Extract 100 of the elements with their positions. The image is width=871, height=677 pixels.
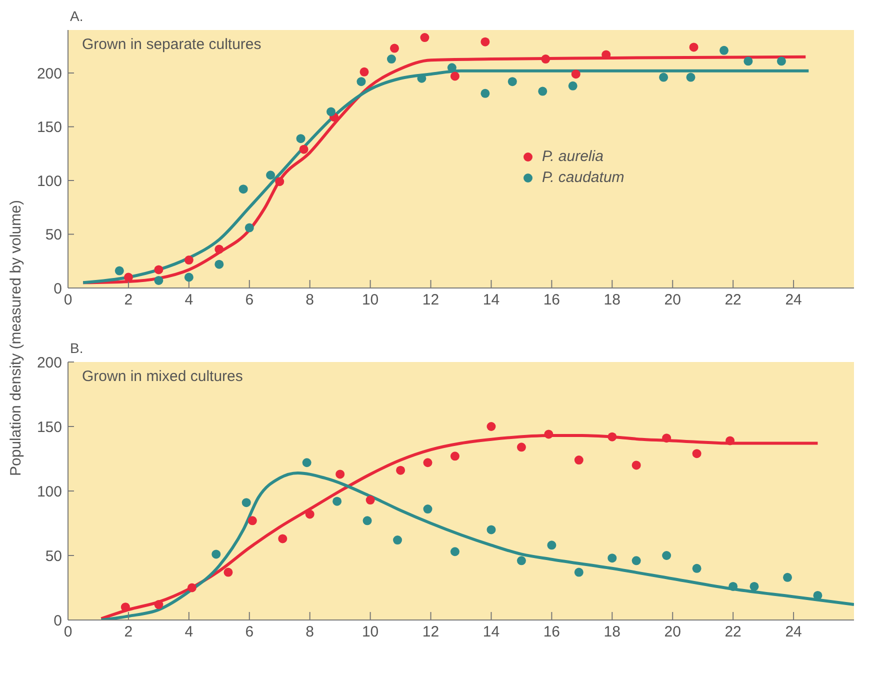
x-tick-label: 16: [543, 624, 560, 641]
x-tick-label: 6: [245, 624, 254, 641]
point: [423, 504, 432, 514]
y-tick-label: 0: [54, 280, 62, 298]
point: [302, 458, 312, 468]
point: [360, 67, 369, 76]
point: [275, 177, 284, 186]
point: [450, 452, 460, 461]
point: [632, 556, 641, 566]
x-tick-label: 12: [422, 292, 440, 309]
y-tick-label: 200: [36, 65, 62, 82]
y-tick-label: 150: [36, 418, 62, 436]
point: [187, 583, 196, 592]
chart-title: B.: [70, 340, 84, 356]
point: [386, 54, 396, 64]
y-tick-label: 100: [36, 172, 62, 190]
point: [396, 466, 406, 475]
point: [726, 436, 735, 446]
x-tick-label: 14: [482, 292, 500, 309]
point: [212, 550, 221, 559]
point: [750, 582, 759, 591]
point: [362, 516, 372, 526]
point: [184, 272, 194, 282]
y-tick-label: 50: [45, 548, 62, 565]
x-tick-label: 4: [184, 292, 194, 309]
point: [480, 37, 490, 46]
point: [659, 72, 668, 82]
point: [296, 134, 306, 144]
point: [390, 44, 399, 53]
point: [299, 144, 308, 154]
point: [266, 170, 276, 180]
point: [692, 564, 702, 573]
annotation: Grown in separate cultures: [82, 36, 262, 53]
point: [244, 223, 254, 232]
point: [568, 81, 578, 90]
point: [813, 590, 822, 600]
y-tick-label: 100: [36, 483, 62, 500]
point: [692, 449, 702, 458]
point: [393, 536, 402, 545]
point: [486, 422, 496, 431]
chart-title: A.: [70, 8, 84, 24]
annotation: Grown in mixed cultures: [82, 368, 243, 385]
x-tick-label: 8: [306, 624, 314, 641]
y-tick-label: 200: [36, 354, 62, 372]
point: [224, 568, 233, 577]
point: [516, 442, 526, 452]
point: [450, 547, 460, 556]
point: [662, 551, 672, 560]
point: [332, 496, 342, 506]
point: [689, 42, 698, 52]
point: [538, 86, 548, 96]
point: [686, 72, 696, 82]
point: [508, 77, 517, 86]
point: [248, 516, 257, 526]
point: [154, 276, 164, 285]
point: [662, 434, 672, 443]
point: [154, 265, 164, 274]
point: [574, 568, 584, 577]
y-tick-label: 0: [54, 612, 62, 630]
point: [608, 432, 617, 442]
x-tick-label: 18: [604, 624, 620, 641]
legend-label: P. caudatum: [542, 169, 624, 186]
x-tick-label: 22: [724, 292, 742, 309]
x-tick-label: 24: [785, 292, 802, 309]
point: [744, 56, 753, 66]
y-tick-label: 50: [45, 226, 62, 244]
x-tick-label: 12: [422, 624, 440, 641]
y-axis-title: Population density (measured by volume): [8, 200, 24, 476]
point: [541, 54, 550, 64]
x-tick-label: 20: [664, 292, 681, 309]
point: [423, 458, 432, 468]
point: [544, 430, 554, 439]
point: [278, 534, 288, 544]
point: [720, 46, 729, 55]
x-tick-label: 6: [245, 292, 254, 309]
point: [782, 572, 792, 582]
point: [214, 260, 224, 269]
point: [356, 77, 366, 86]
y-tick-label: 150: [36, 119, 62, 136]
x-tick-label: 16: [543, 292, 560, 309]
point: [124, 272, 133, 282]
x-tick-label: 10: [362, 624, 379, 641]
point: [486, 525, 496, 534]
point: [632, 460, 641, 470]
point: [547, 540, 556, 550]
point: [336, 470, 345, 479]
x-tick-label: 18: [604, 292, 620, 309]
point: [366, 496, 375, 505]
x-tick-label: 8: [306, 292, 314, 309]
point: [305, 510, 314, 519]
point: [154, 600, 164, 610]
x-tick-label: 4: [184, 624, 194, 641]
x-tick-label: 2: [124, 624, 133, 641]
point: [114, 266, 124, 276]
point: [608, 554, 617, 563]
point: [728, 582, 738, 591]
point: [480, 88, 490, 98]
x-tick-label: 20: [664, 624, 681, 641]
point: [417, 74, 426, 83]
x-tick-label: 24: [785, 624, 802, 641]
